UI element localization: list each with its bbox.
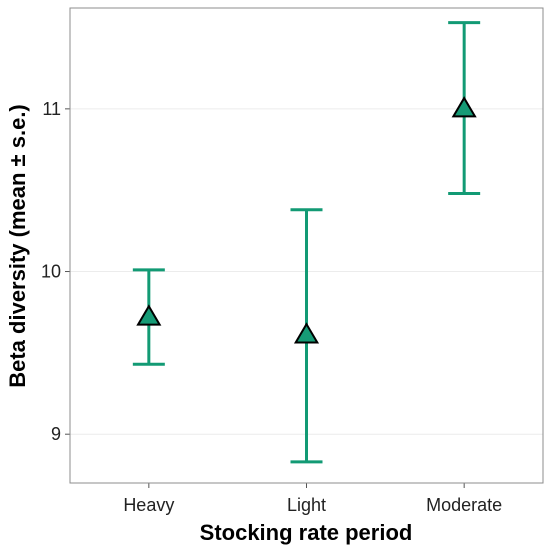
- x-tick-label: Light: [287, 495, 326, 515]
- y-tick-label: 9: [51, 424, 61, 444]
- x-ticks: Heavy Light Moderate: [123, 483, 502, 515]
- mean-marker-triangle: [451, 96, 477, 118]
- x-axis-title: Stocking rate period: [200, 520, 413, 545]
- x-tick-label: Moderate: [426, 495, 502, 515]
- y-tick-label: 10: [41, 262, 61, 282]
- y-tick-label: 11: [42, 99, 61, 119]
- y-ticks: 9 10 11: [41, 99, 70, 444]
- point-markers: [136, 96, 477, 344]
- plot-frame: [69, 7, 544, 484]
- y-axis-title: Beta diversity (mean ± s.e.): [5, 104, 30, 388]
- mean-marker-triangle: [293, 322, 320, 344]
- mean-marker-triangle: [136, 304, 162, 326]
- x-tick-label: Heavy: [123, 495, 174, 515]
